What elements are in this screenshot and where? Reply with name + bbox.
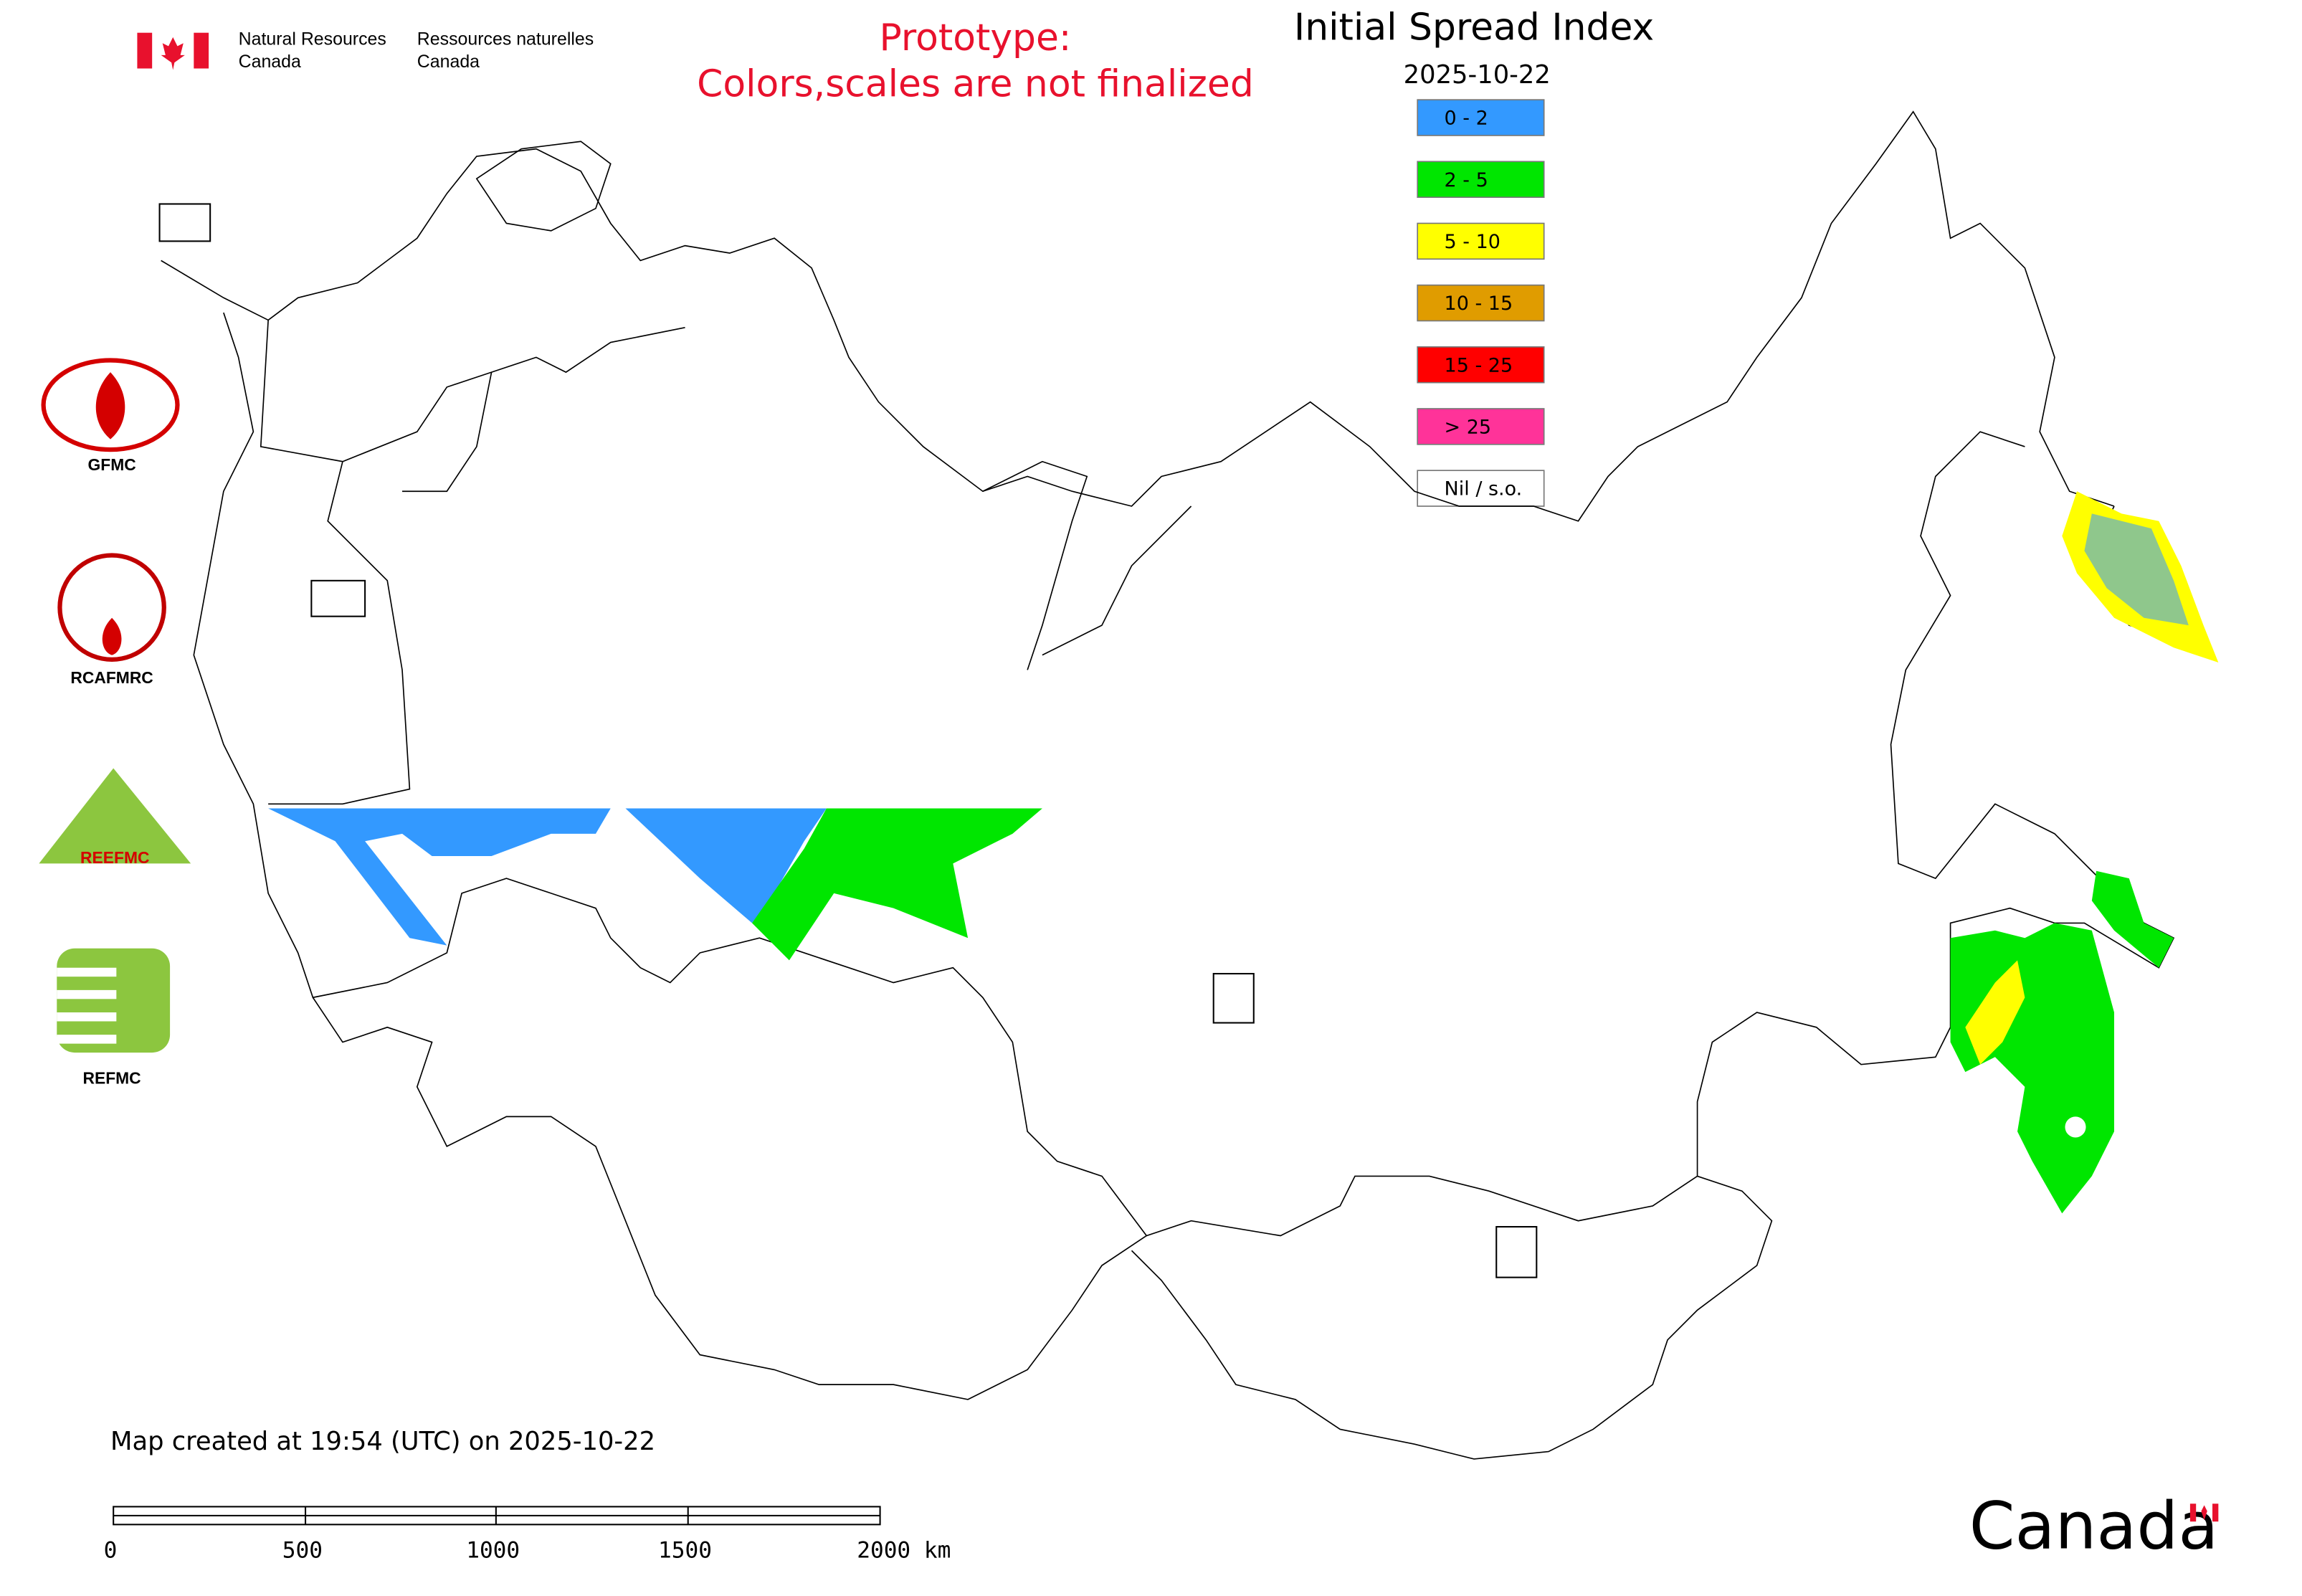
legend-swatch: [1417, 470, 1545, 507]
logo-label-rcafmrc: RCAFMRC: [70, 668, 153, 687]
logo-text-reefmc: REEFMC: [80, 848, 149, 867]
scale-bar: 0 500 1000 1500 2000 km: [104, 1506, 951, 1564]
map-title: Initial Spread Index: [1294, 6, 1654, 49]
legend-swatch: [1417, 284, 1545, 322]
legend-swatch: [1417, 408, 1545, 445]
creation-note: Map created at 19:54 (UTC) on 2025-10-22: [110, 1427, 655, 1456]
legend-swatch: [1417, 99, 1545, 136]
legend-label: 15 - 25: [1445, 354, 1513, 376]
org-en-2: Canada: [239, 52, 301, 72]
org-fr-2: Canada: [417, 52, 480, 72]
scale-label: 1000: [466, 1538, 520, 1564]
canada-wordmark: Canada: [1969, 1488, 2219, 1564]
prototype-line-2: Colors,scales are not finalized: [697, 62, 1254, 105]
scale-label: 1500: [658, 1538, 712, 1564]
legend-label: 10 - 15: [1445, 293, 1513, 315]
org-fr-1: Ressources naturelles: [417, 29, 594, 49]
legend-swatch: [1417, 161, 1545, 198]
legend: 0 - 2 2 - 5 5 - 10 10 - 15 15 - 25 > 25 Nil / …: [1417, 99, 1545, 507]
partner-logos: GFMC RCAFMRC REEFMC REFMC: [39, 358, 191, 1087]
nrcan-signature: Natural Resources Canada Ressources natu…: [137, 29, 594, 72]
legend-swatch: [1417, 222, 1545, 260]
legend-label: > 25: [1445, 416, 1492, 438]
org-en-1: Natural Resources: [239, 29, 386, 49]
map-logos: [158, 203, 1538, 1278]
scale-label: 500: [282, 1538, 323, 1564]
prototype-line-1: Prototype:: [880, 16, 1072, 60]
legend-label: 2 - 5: [1445, 169, 1488, 191]
scale-label: 0: [104, 1538, 118, 1564]
legend-label: 5 - 10: [1445, 231, 1500, 253]
scale-label: 2000 km: [857, 1538, 951, 1564]
legend-label: 0 - 2: [1445, 108, 1488, 130]
legend-label: Nil / s.o.: [1445, 478, 1523, 500]
fire-index-areas: [268, 491, 2219, 1214]
legend-swatch: [1417, 346, 1545, 384]
wordmark-flag: [2189, 1504, 2219, 1522]
logo-label-gfmc: GFMC: [88, 455, 136, 474]
map-date: 2025-10-22: [1404, 60, 1551, 90]
logo-label-refmc: REFMC: [83, 1068, 141, 1087]
